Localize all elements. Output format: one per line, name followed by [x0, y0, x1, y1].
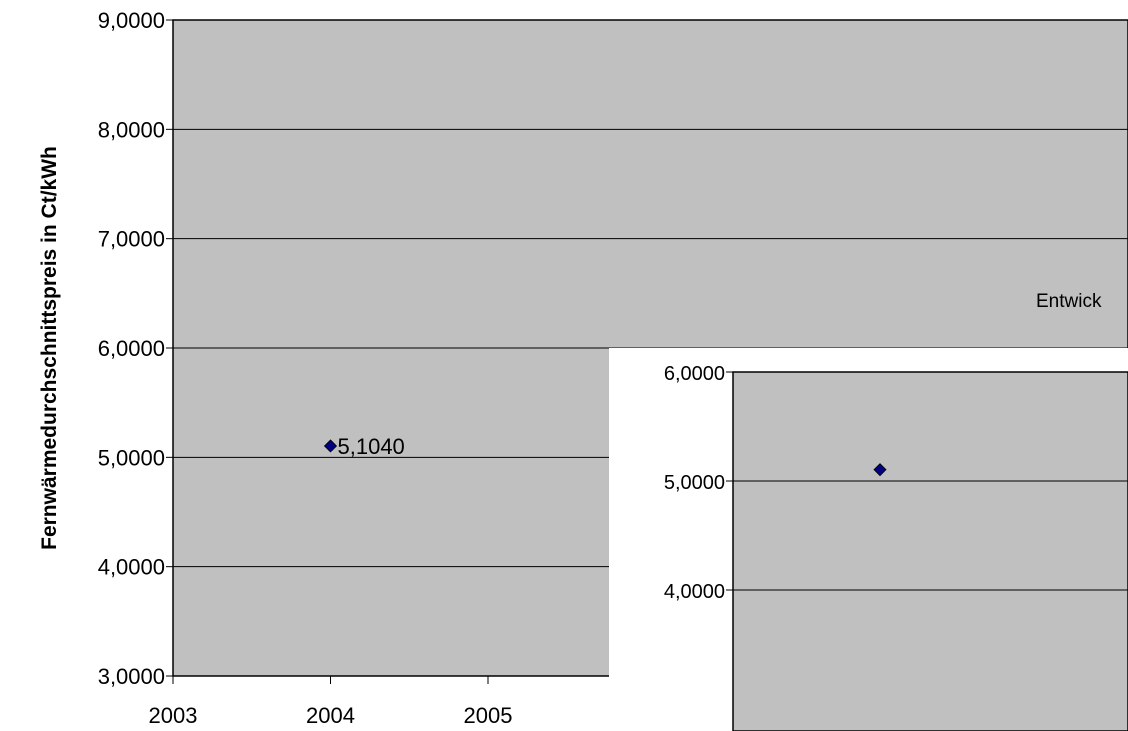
main-y-tick-label: 5,0000: [98, 445, 165, 470]
main-x-axis-ticks: 2003 2004 2005: [149, 676, 513, 728]
main-data-points: 5,1040: [323, 434, 405, 459]
inset-y-axis-ticks: 4,0000 5,0000 6,0000: [664, 363, 733, 603]
main-y-tick-label: 3,0000: [98, 664, 165, 689]
main-y-axis-ticks: 3,0000 4,0000 5,0000 6,0000 7,0000 8,0000 9,00…: [98, 8, 173, 689]
inset-y-tick-label: 6,0000: [664, 363, 725, 385]
main-y-tick-label: 8,0000: [98, 117, 165, 142]
inset-chart: 4,0000 5,0000 6,0000 Entwick: [609, 291, 1128, 731]
inset-y-tick-label: 4,0000: [664, 581, 725, 603]
main-y-tick-label: 9,0000: [98, 8, 165, 33]
inset-plot-area: [732, 371, 1128, 731]
main-y-tick-label: 4,0000: [98, 555, 165, 580]
main-y-tick-label: 6,0000: [98, 336, 165, 361]
main-x-tick-label: 2005: [464, 703, 513, 728]
main-data-label: 5,1040: [338, 434, 405, 459]
inset-data-marker: [873, 463, 887, 477]
main-x-tick-label: 2004: [306, 703, 355, 728]
main-x-tick-label: 2003: [149, 703, 198, 728]
inset-gridlines: [733, 480, 1128, 591]
inset-chart-title: Entwick: [1036, 291, 1102, 312]
main-data-marker: [323, 439, 338, 453]
inset-y-tick-label: 5,0000: [664, 472, 725, 494]
y-axis-title: Fernwärmedurchschnittspreis in Ct/kWh: [38, 146, 61, 550]
inset-data-points: [873, 463, 887, 477]
main-y-tick-label: 7,0000: [98, 227, 165, 252]
